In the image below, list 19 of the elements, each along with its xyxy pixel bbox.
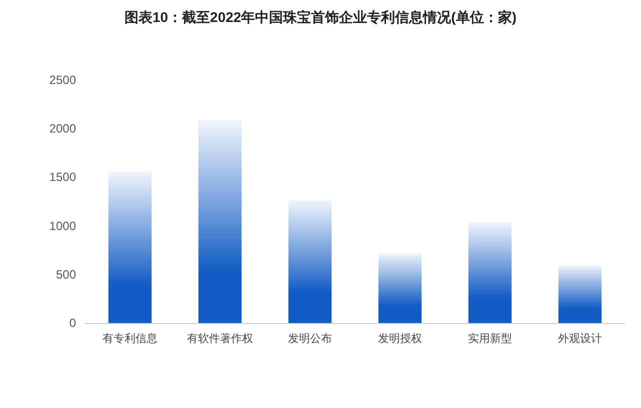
bar bbox=[198, 120, 242, 323]
x-tick-label: 外观设计 bbox=[558, 332, 602, 345]
y-tick-label: 0 bbox=[69, 316, 76, 330]
x-tick-label: 实用新型 bbox=[468, 332, 512, 345]
bar bbox=[378, 254, 422, 323]
x-tick-label: 发明公布 bbox=[288, 333, 332, 345]
chart-title: 图表10：截至2022年中国珠宝首饰企业专利信息情况(单位：家) bbox=[124, 9, 517, 25]
bar bbox=[468, 222, 512, 323]
x-tick-label: 有专利信息 bbox=[102, 332, 158, 345]
bar bbox=[558, 265, 602, 323]
y-tick-label: 2000 bbox=[49, 122, 76, 136]
x-tick-label: 发明授权 bbox=[378, 333, 422, 345]
y-tick-label: 2500 bbox=[49, 73, 76, 87]
x-tick-label: 有软件著作权 bbox=[187, 332, 253, 345]
y-tick-label: 500 bbox=[56, 267, 76, 282]
bar bbox=[288, 200, 332, 323]
y-tick-label: 1500 bbox=[49, 170, 76, 184]
y-tick-label: 1000 bbox=[49, 218, 76, 233]
bar bbox=[108, 171, 152, 323]
